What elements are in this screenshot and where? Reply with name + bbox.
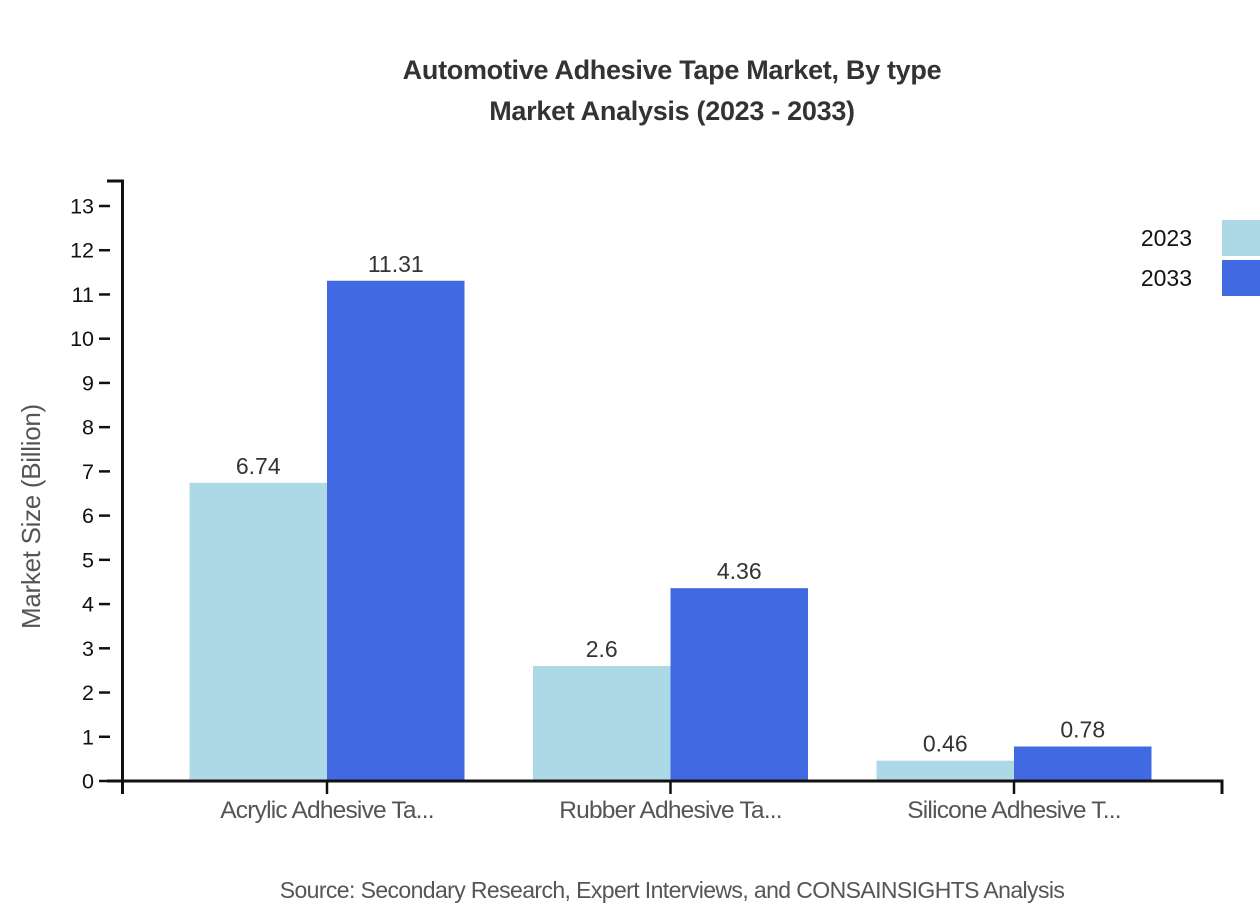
y-axis-tick-label: 3	[82, 637, 94, 661]
x-axis-category-label: Silicone Adhesive T...	[907, 797, 1120, 824]
x-axis-line	[121, 779, 1224, 794]
legend-label-2023: 2023	[1140, 224, 1192, 251]
chart-subtitle: Market Analysis (2023 - 2033)	[489, 96, 855, 126]
legend-item-2023: 2023	[1141, 219, 1260, 257]
y-axis-tick-label: 7	[82, 460, 94, 484]
bar-2023-3	[876, 760, 1014, 781]
x-axis-category-label: Rubber Adhesive Ta...	[559, 797, 781, 824]
bar-value-label: 2.6	[586, 636, 618, 662]
bar-2023-2	[533, 666, 671, 781]
legend-item-2033: 2033	[1141, 259, 1260, 297]
y-axis-tick-label: 12	[70, 239, 94, 263]
y-axis-tick-label: 2	[82, 681, 94, 705]
chart-title-block: Automotive Adhesive Tape Market, By type…	[122, 50, 1222, 132]
bar-2023-1	[189, 482, 327, 781]
y-axis-tick-label: 13	[70, 195, 94, 219]
y-axis-tick-label: 11	[72, 283, 94, 307]
bar-value-label: 11.31	[368, 251, 424, 277]
y-axis-tick-label: 9	[82, 371, 94, 395]
y-axis-tick-label: 1	[82, 725, 94, 749]
legend-swatch-2033-icon	[1222, 260, 1260, 296]
bar-2033-1	[327, 280, 465, 781]
source-note: Source: Secondary Research, Expert Inter…	[279, 877, 1065, 903]
legend-swatch-2023-icon	[1222, 220, 1260, 256]
x-axis-category-label: Acrylic Adhesive Ta...	[220, 797, 433, 824]
bar-value-label: 4.36	[717, 558, 762, 584]
y-axis-tick-label: 0	[82, 770, 94, 794]
y-axis-tick-label: 6	[82, 504, 94, 528]
legend: 2023 2033	[1141, 219, 1260, 299]
bar-2033-2	[670, 588, 808, 781]
bar-value-label: 0.46	[923, 731, 968, 757]
bar-value-label: 0.78	[1060, 717, 1105, 743]
bar-value-label: 6.74	[236, 453, 281, 479]
chart-title: Automotive Adhesive Tape Market, By type	[402, 55, 942, 85]
y-axis-tick-label: 4	[82, 593, 94, 617]
legend-label-2033: 2033	[1140, 264, 1192, 291]
y-axis-tick-label: 8	[82, 416, 94, 440]
bar-2033-3	[1014, 746, 1152, 781]
y-axis-line	[107, 179, 124, 783]
y-axis-tick-label: 10	[70, 327, 94, 351]
y-axis-tick-label: 5	[82, 548, 94, 572]
